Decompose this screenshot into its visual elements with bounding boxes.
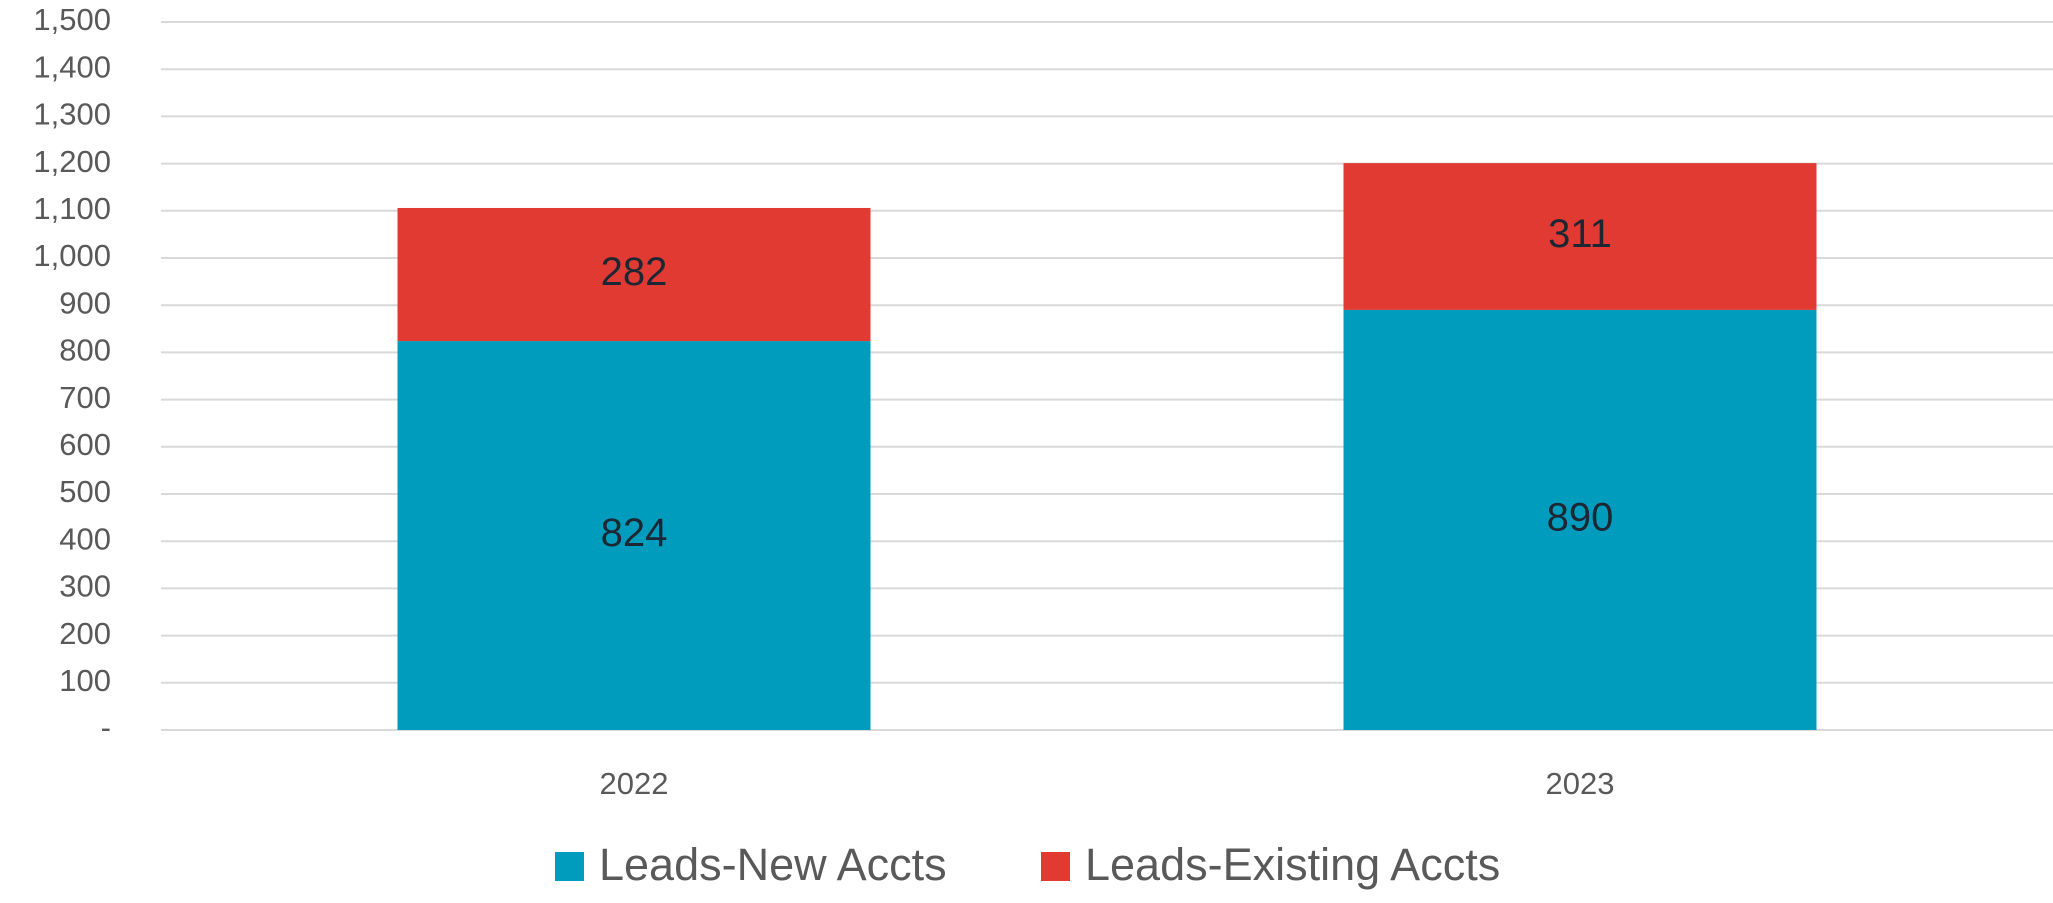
x-tick-label: 2022 [600, 766, 669, 801]
bar-segment [397, 341, 871, 730]
y-tick-label: 200 [59, 616, 111, 651]
y-tick-label: 400 [59, 521, 111, 556]
y-tick-label: 500 [59, 474, 111, 509]
y-tick-label: 1,300 [33, 97, 111, 132]
data-label: 824 [601, 511, 668, 555]
data-label: 282 [601, 250, 668, 294]
y-tick-label: 800 [59, 333, 111, 368]
legend-label: Leads-Existing Accts [1085, 839, 1500, 890]
y-tick-label: 100 [59, 663, 111, 698]
legend-swatch [555, 852, 584, 881]
bar-segment [1343, 309, 1817, 730]
y-tick-label: 700 [59, 380, 111, 415]
y-tick-label: 600 [59, 427, 111, 462]
y-tick-label: 1,000 [33, 238, 111, 273]
data-label: 890 [1547, 496, 1614, 540]
y-tick-label: 300 [59, 569, 111, 604]
legend-swatch [1041, 852, 1070, 881]
y-tick-label: - [101, 710, 111, 745]
x-tick-label: 2023 [1546, 766, 1615, 801]
bar-segment [1343, 163, 1817, 310]
y-tick-label: 1,400 [33, 49, 111, 84]
y-tick-label: 1,500 [33, 2, 111, 37]
y-tick-label: 900 [59, 285, 111, 320]
y-tick-label: 1,100 [33, 191, 111, 226]
data-label: 311 [1548, 212, 1612, 256]
y-tick-label: 1,200 [33, 144, 111, 179]
legend-label: Leads-New Accts [599, 839, 947, 890]
bar-segment [397, 207, 871, 342]
